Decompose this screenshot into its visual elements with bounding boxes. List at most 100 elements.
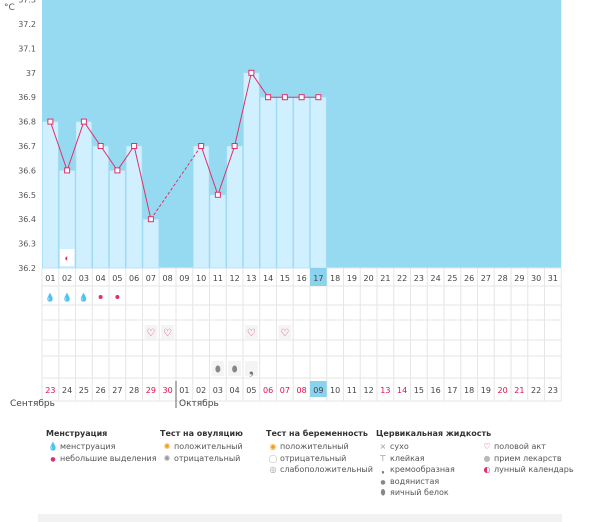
legend-label: небольшие выделения [60,453,157,463]
date-label: 01 [179,386,189,395]
current-date-highlight [310,381,327,397]
day-label: 27 [481,274,491,283]
day-label: 28 [498,274,508,283]
heart-icon: ♡ [483,442,491,451]
temperature-point [80,118,87,125]
temperature-bar [109,170,126,269]
day-label: 02 [62,274,72,283]
temperature-point [147,216,154,223]
day-label: 22 [397,274,407,283]
y-tick-label: 36.6 [18,166,36,175]
day-label: 19 [347,274,357,283]
watery-icon: ● [380,478,386,486]
watery-icon [232,365,238,373]
legend-item: ◯ отрицательный [266,453,373,465]
day-label: 06 [129,274,139,283]
day-label: 13 [246,274,256,283]
legend-item: ● прием лекарств [480,453,574,465]
date-label: 23 [548,386,558,395]
temperature-bar [259,96,277,269]
date-label: 29 [146,386,156,395]
temperature-bar [142,218,160,269]
legend-label: менструация [60,442,116,451]
day-label: 29 [514,274,524,283]
date-label: 09 [313,386,323,395]
fluid-cell [245,361,258,376]
legend-label: прием лекарств [494,453,562,463]
preg-weak-icon: ◎ [269,465,277,474]
y-tick-label: 37.3 [18,0,36,5]
date-label: 07 [280,386,290,395]
watery-icon [215,365,221,373]
moon-icon: ◐ [483,465,491,474]
day-label: 05 [112,274,122,283]
drop-light-icon [98,295,103,299]
legend-label: лунный календарь [494,465,574,474]
legend-item: ⊤ клейкая [376,453,491,465]
temperature-point [131,143,138,149]
temperature-line [66,121,85,171]
temperature-point [265,94,272,101]
day-label: 16 [297,274,307,283]
date-label: 25 [79,386,89,395]
date-label: 10 [330,386,340,395]
heart-icon: ♡ [163,328,172,339]
temperature-bar [42,121,59,269]
drop-heavy-icon: 💧 [79,292,89,302]
date-label: 06 [263,386,273,395]
y-tick-label: 37.1 [18,44,36,53]
day-label: 17 [313,274,323,283]
current-day-highlight [310,268,327,286]
day-label: 12 [230,274,240,283]
legend-label: половой акт [494,442,546,451]
legend-item: 💧 менструация [46,441,157,453]
day-label: 30 [531,274,541,283]
y-tick-label: 36.4 [18,215,36,224]
day-label: 24 [431,274,441,283]
temperature-line [49,121,68,171]
day-label: 04 [96,274,106,283]
date-label: 17 [447,386,457,395]
drop-light-icon: ● [50,455,56,463]
temperature-line [133,145,152,220]
date-label: 30 [163,386,173,395]
legend-label: кремообразная [390,465,455,474]
temperature-bar [310,96,327,269]
date-label: 12 [364,386,374,395]
day-label: 03 [79,274,89,283]
day-label: 09 [179,274,189,283]
legend-item: × сухо [376,441,491,453]
day-label: 18 [330,274,340,283]
date-label: 16 [431,386,441,395]
temperature-line [100,145,118,171]
legend-item: ◎ слабоположительный [266,464,373,476]
legend-other: ♡ половой акт ● прием лекарств ◐ лунный кал… [480,441,574,476]
date-label: 15 [414,386,424,395]
temperature-bar [243,72,260,269]
heart-cell [144,325,158,339]
temperature-point [47,118,54,125]
legend-item: ● небольшие выделения [46,453,157,465]
heart-icon: ♡ [146,328,155,339]
date-label: 22 [531,386,541,395]
temperature-point [114,167,121,174]
y-tick-label: 36.7 [18,142,36,151]
date-label: 02 [196,386,206,395]
legend-label: яичный белок [390,488,449,497]
legend-item: ✺ отрицательный [160,453,243,465]
temperature-point [248,69,255,76]
temperature-bar [192,145,210,269]
sticky-icon: ⊤ [379,453,387,463]
eggwhite-icon: ⬮ [380,488,386,497]
date-label: 19 [481,386,491,395]
y-tick-label: 36.2 [18,264,36,273]
day-label: 31 [548,274,558,283]
drop-heavy-icon: 💧 [45,292,55,302]
legend-title: Цервикальная жидкость [376,429,492,438]
legend-item: ♡ половой акт [480,441,574,453]
date-label: 28 [129,386,139,395]
date-label: 08 [297,386,307,395]
date-label: 18 [464,386,474,395]
temperature-line [116,145,135,171]
preg-negative-icon: ◯ [268,453,278,463]
